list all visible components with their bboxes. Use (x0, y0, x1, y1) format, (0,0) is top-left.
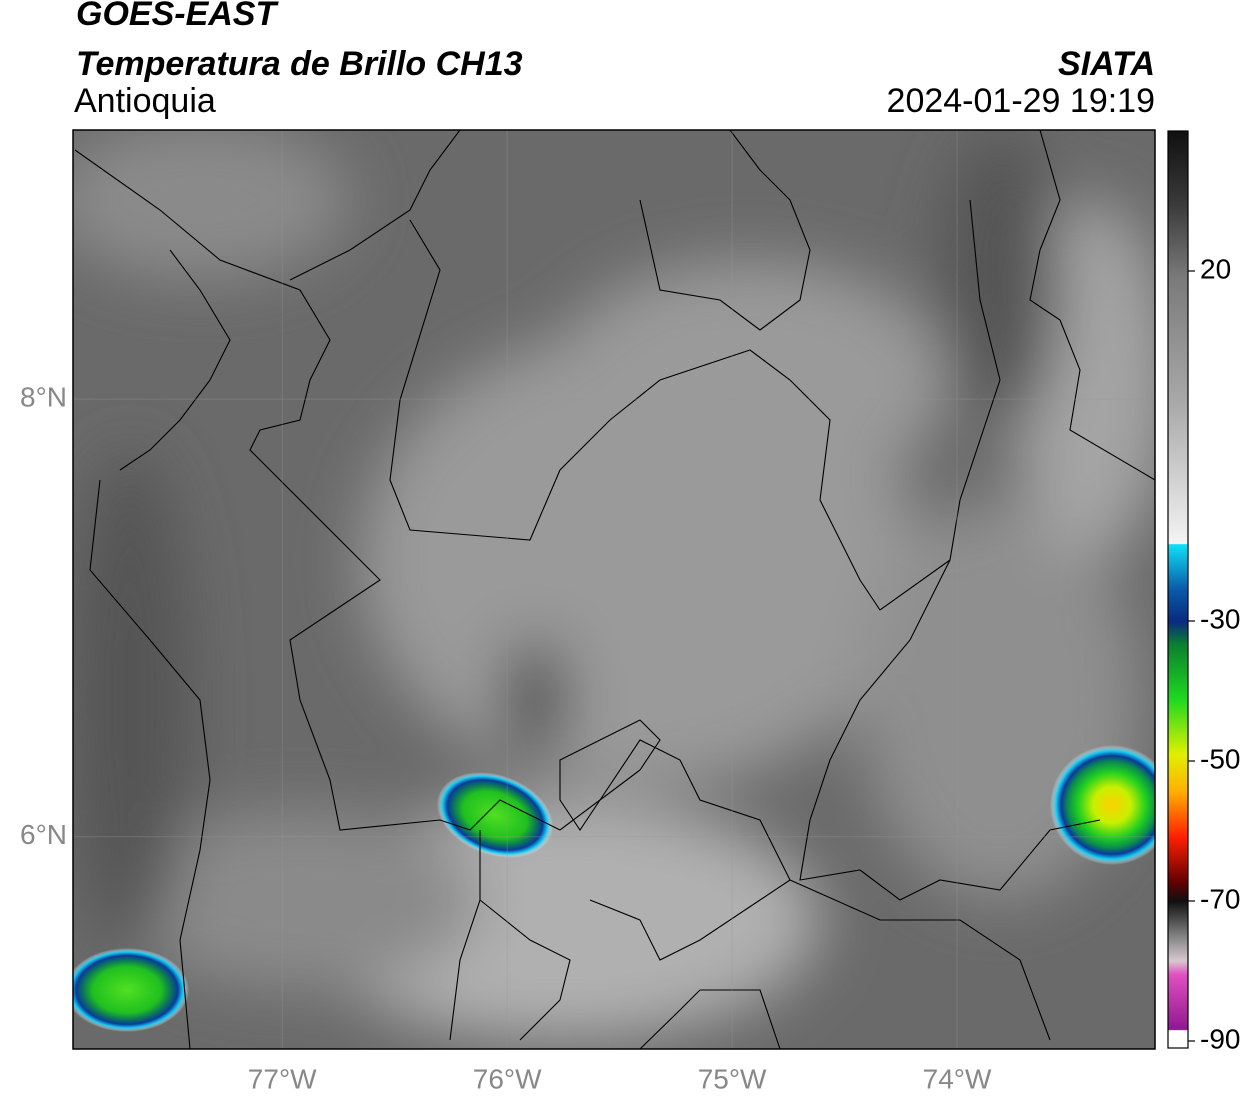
colorbar-tick-label: -90 (1200, 1023, 1240, 1054)
colorbar-tick-label: -70 (1200, 883, 1240, 914)
region: Antioquia (74, 82, 216, 120)
lon-tick-label: 77°W (248, 1063, 317, 1094)
lon-tick-label: 75°W (698, 1063, 767, 1094)
lat-tick-label: 6°N (20, 819, 67, 850)
source: SIATA (1058, 45, 1155, 83)
datetime: 2024-01-29 19:19 (887, 82, 1155, 120)
lat-tick-label: 8°N (20, 382, 67, 413)
satellite-image (73, 130, 1155, 1049)
lon-tick-label: 74°W (923, 1063, 992, 1094)
colorbar-tick-label: -50 (1200, 743, 1240, 774)
colorbar-tick-label: 20 (1200, 253, 1231, 284)
colorbar (1167, 130, 1189, 1049)
map-frame (72, 129, 1156, 1050)
product: Temperatura de Brillo CH13 (76, 45, 523, 83)
lon-tick-label: 76°W (473, 1063, 542, 1094)
colorbar-tick-label: -30 (1200, 603, 1240, 634)
title: GOES-EAST (76, 0, 279, 33)
